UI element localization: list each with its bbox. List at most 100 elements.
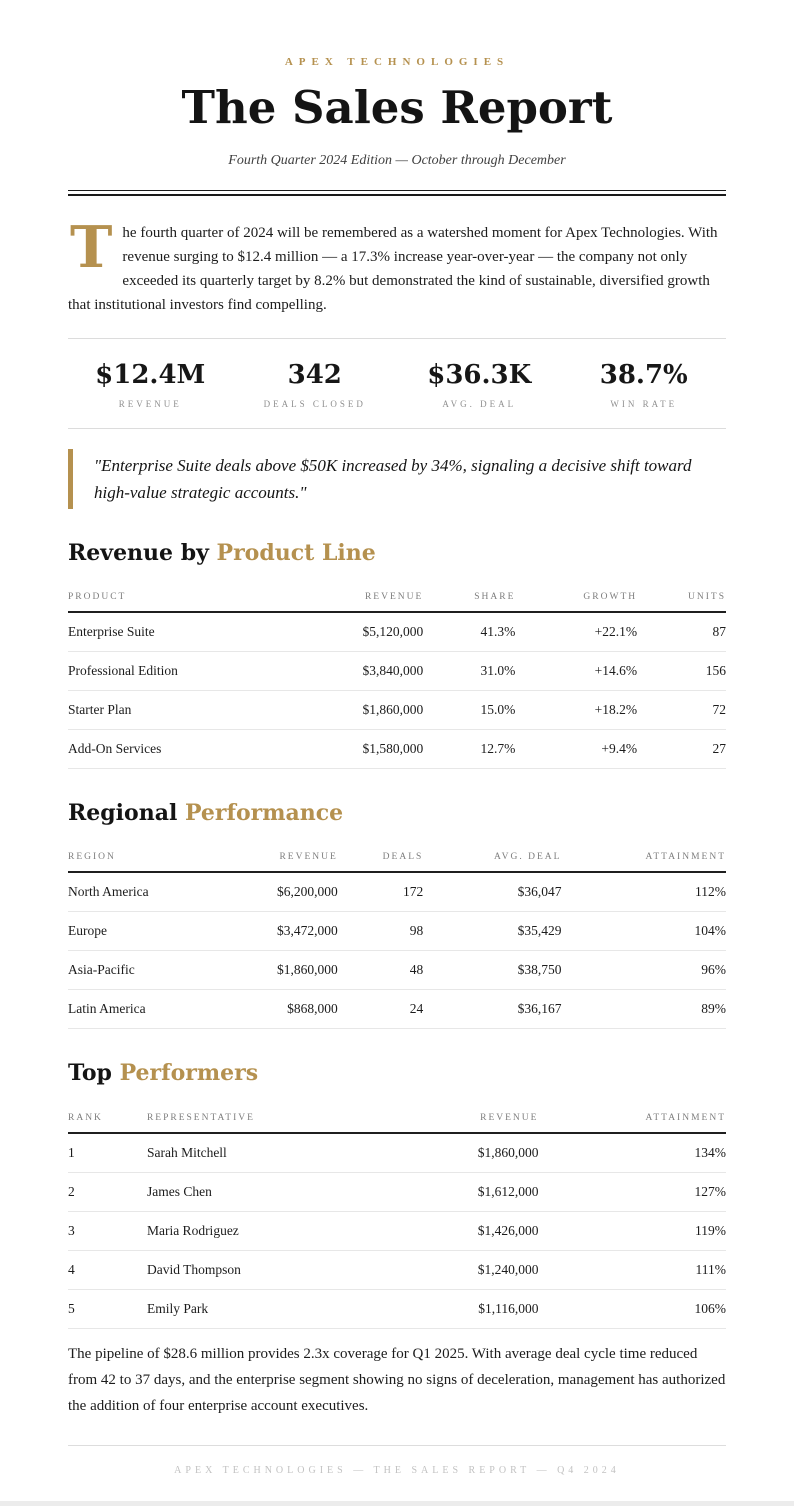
- regional-table: REGION REVENUE DEALS AVG. DEAL ATTAINMEN…: [68, 844, 726, 1030]
- table-cell: Sarah Mitchell: [146, 1132, 397, 1173]
- stat-value: 342: [287, 359, 342, 390]
- company-kicker: APEX TECHNOLOGIES: [284, 56, 510, 68]
- stat-value: $12.4M: [95, 359, 206, 390]
- table-cell: 172: [337, 872, 424, 913]
- stat-label: AVG. DEAL: [442, 398, 517, 409]
- table-cell: Enterprise Suite: [68, 612, 279, 653]
- stat-value: $36.3K: [427, 359, 532, 390]
- table-cell: 72: [637, 690, 726, 731]
- column-header: REVENUE: [396, 1104, 539, 1134]
- table-cell: $1,580,000: [278, 729, 424, 770]
- table-cell: $36,167: [423, 989, 562, 1030]
- column-header: REVENUE: [212, 844, 338, 874]
- table-cell: $6,200,000: [212, 872, 338, 913]
- table-header-row: RANK REPRESENTATIVE REVENUE ATTAINMENT: [68, 1104, 726, 1134]
- table-cell: 89%: [561, 989, 726, 1030]
- table-cell: 104%: [561, 911, 726, 952]
- table-row: North America $6,200,000 172 $36,047 112…: [68, 872, 726, 913]
- column-header: PRODUCT: [68, 584, 279, 614]
- table-row: Starter Plan $1,860,000 15.0% +18.2% 72: [68, 690, 726, 731]
- page-footer: APEX TECHNOLOGIES — THE SALES REPORT — Q…: [68, 1445, 726, 1506]
- table-cell: 111%: [538, 1250, 726, 1290]
- table-cell: 134%: [538, 1132, 726, 1173]
- table-cell: 5: [68, 1289, 147, 1329]
- stat-win-rate: 38.7% WIN RATE: [562, 360, 727, 409]
- column-header: REVENUE: [278, 584, 424, 614]
- table-row: 5 Emily Park $1,116,000 106%: [68, 1289, 726, 1329]
- table-cell: 27: [637, 729, 726, 770]
- table-cell: 156: [637, 651, 726, 692]
- table-cell: $3,472,000: [212, 911, 338, 952]
- table-cell: Latin America: [68, 989, 213, 1030]
- table-cell: 1: [68, 1132, 147, 1173]
- column-header: ATTAINMENT: [538, 1104, 726, 1134]
- column-header: AVG. DEAL: [423, 844, 562, 874]
- table-cell: $1,240,000: [396, 1250, 539, 1290]
- table-cell: $1,612,000: [396, 1172, 539, 1212]
- table-row: Europe $3,472,000 98 $35,429 104%: [68, 911, 726, 952]
- table-cell: $36,047: [423, 872, 562, 913]
- table-cell: $868,000: [212, 989, 338, 1030]
- table-row: Professional Edition $3,840,000 31.0% +1…: [68, 651, 726, 692]
- table-cell: 24: [337, 989, 424, 1030]
- table-cell: Starter Plan: [68, 690, 279, 731]
- stat-deals-closed: 342 DEALS CLOSED: [233, 360, 398, 409]
- masthead-divider: [68, 189, 726, 196]
- table-row: 4 David Thompson $1,240,000 111%: [68, 1250, 726, 1290]
- table-row: 1 Sarah Mitchell $1,860,000 134%: [68, 1132, 726, 1173]
- column-header: DEALS: [337, 844, 424, 874]
- table-cell: 127%: [538, 1172, 726, 1212]
- table-cell: 2: [68, 1172, 147, 1212]
- edition-subtitle: Fourth Quarter 2024 Edition — October th…: [228, 152, 566, 168]
- column-header: UNITS: [637, 584, 726, 614]
- section-heading-performers: Top Performers: [68, 1060, 726, 1086]
- table-row: 2 James Chen $1,612,000 127%: [68, 1172, 726, 1212]
- table-header-row: PRODUCT REVENUE SHARE GROWTH UNITS: [68, 584, 726, 614]
- stat-avg-deal: $36.3K AVG. DEAL: [397, 360, 562, 409]
- table-row: Latin America $868,000 24 $36,167 89%: [68, 989, 726, 1030]
- heading-gold: Performers: [119, 1060, 259, 1087]
- table-cell: 106%: [538, 1289, 726, 1329]
- table-cell: Emily Park: [146, 1289, 397, 1329]
- column-header: REPRESENTATIVE: [146, 1104, 397, 1134]
- pull-quote: "Enterprise Suite deals above $50K incre…: [68, 448, 726, 509]
- table-cell: Professional Edition: [68, 651, 279, 692]
- table-cell: Europe: [68, 911, 213, 952]
- page-bottom-edge: [0, 1501, 794, 1506]
- closing-paragraph: The pipeline of $28.6 million provides 2…: [68, 1345, 726, 1415]
- table-cell: $38,750: [423, 950, 562, 991]
- table-row: Asia-Pacific $1,860,000 48 $38,750 96%: [68, 950, 726, 991]
- heading-black: Regional: [68, 800, 178, 827]
- heading-black: Top: [68, 1060, 112, 1087]
- stat-value: 38.7%: [599, 359, 688, 390]
- table-cell: $1,426,000: [396, 1211, 539, 1251]
- table-cell: 41.3%: [423, 612, 516, 653]
- table-cell: $1,860,000: [212, 950, 338, 991]
- table-cell: North America: [68, 872, 213, 913]
- heading-black: Revenue by: [68, 539, 209, 566]
- stat-revenue: $12.4M REVENUE: [68, 360, 233, 409]
- table-cell: 119%: [538, 1211, 726, 1251]
- table-cell: 4: [68, 1250, 147, 1290]
- stat-label: WIN RATE: [610, 398, 678, 409]
- drop-cap: T: [70, 213, 113, 281]
- table-cell: David Thompson: [146, 1250, 397, 1290]
- table-cell: 48: [337, 950, 424, 991]
- stat-label: REVENUE: [118, 398, 182, 409]
- section-heading-regional: Regional Performance: [68, 800, 726, 826]
- column-header: ATTAINMENT: [561, 844, 726, 874]
- table-cell: 3: [68, 1211, 147, 1251]
- table-cell: 15.0%: [423, 690, 516, 731]
- column-header: REGION: [68, 844, 213, 874]
- table-cell: 112%: [561, 872, 726, 913]
- heading-gold: Product Line: [216, 539, 376, 566]
- table-header-row: REGION REVENUE DEALS AVG. DEAL ATTAINMEN…: [68, 844, 726, 874]
- column-header: RANK: [68, 1104, 147, 1134]
- table-cell: 98: [337, 911, 424, 952]
- table-cell: Maria Rodriguez: [146, 1211, 397, 1251]
- table-cell: $1,116,000: [396, 1289, 539, 1329]
- table-cell: $5,120,000: [278, 612, 424, 653]
- table-row: Enterprise Suite $5,120,000 41.3% +22.1%…: [68, 612, 726, 653]
- table-cell: $1,860,000: [278, 690, 424, 731]
